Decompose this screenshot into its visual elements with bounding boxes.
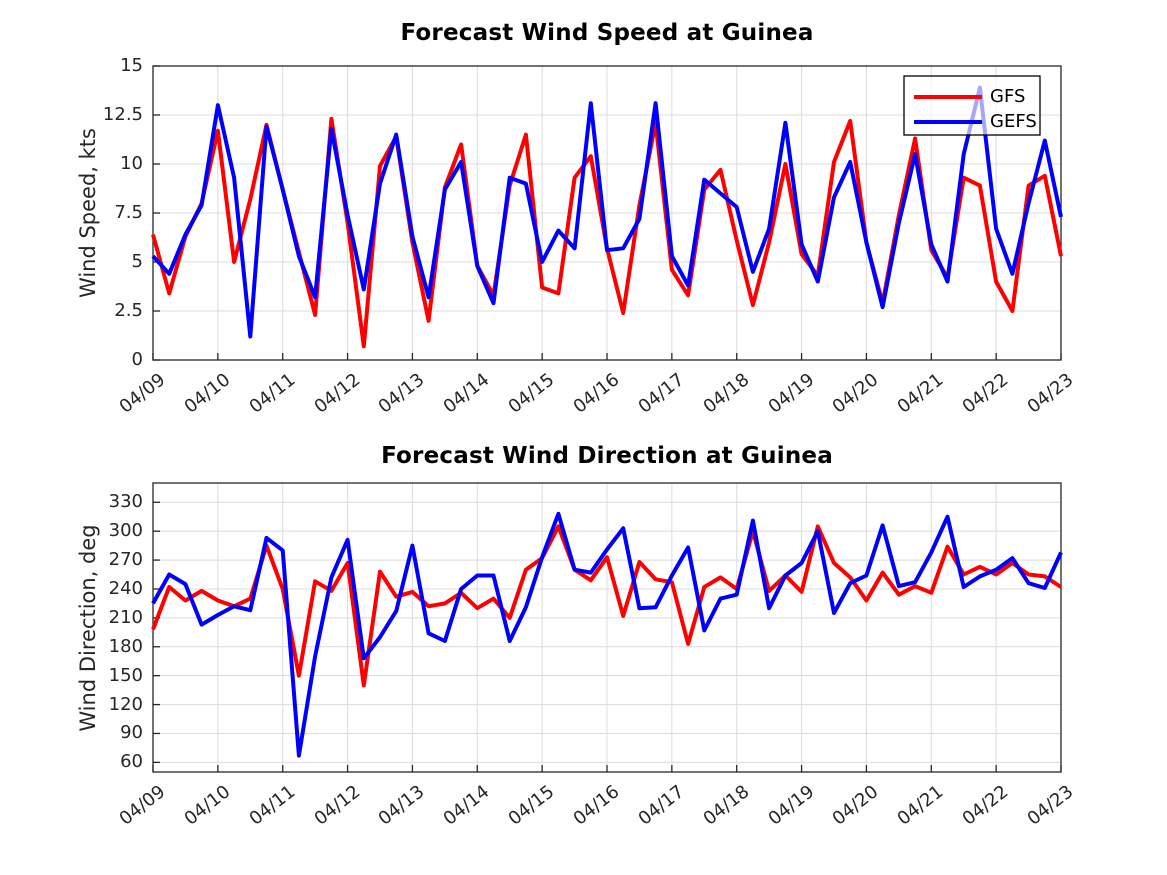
- y-tick-label: 240: [108, 577, 143, 599]
- gefs-line: [151, 85, 1063, 339]
- y-tick-label: 15: [120, 55, 143, 76]
- y-tick-label: 12.5: [102, 104, 143, 125]
- y-tick-label: 300: [108, 520, 143, 542]
- chart-1: [151, 482, 1063, 773]
- legend-label-gefs: GEFS: [990, 111, 1037, 132]
- y-tick-label: 0: [131, 349, 143, 370]
- y-tick-label: 120: [108, 693, 143, 715]
- y-tick-label: 60: [120, 751, 143, 773]
- y-tick-label: 330: [108, 491, 143, 513]
- y-tick-label: 180: [108, 635, 143, 657]
- legend-label-gfs: GFS: [990, 86, 1026, 107]
- wind-direction-chart-title: Forecast Wind Direction at Guinea: [381, 443, 833, 469]
- legend-box: [903, 75, 1041, 136]
- chart-0: [151, 65, 1063, 361]
- gefs-line: [151, 511, 1063, 758]
- y-tick-label: 5: [131, 251, 143, 272]
- y-tick-label: 150: [108, 664, 143, 686]
- y-tick-label: 90: [120, 722, 143, 744]
- wind-speed-chart-title: Forecast Wind Speed at Guinea: [400, 20, 814, 46]
- y-tick-label: 7.5: [114, 202, 143, 223]
- y-tick-label: 210: [108, 606, 143, 628]
- y-tick-label: 10: [120, 153, 143, 174]
- y-tick-label: 2.5: [114, 300, 143, 321]
- y-tick-label: 270: [108, 549, 143, 571]
- gfs-line: [151, 524, 1063, 688]
